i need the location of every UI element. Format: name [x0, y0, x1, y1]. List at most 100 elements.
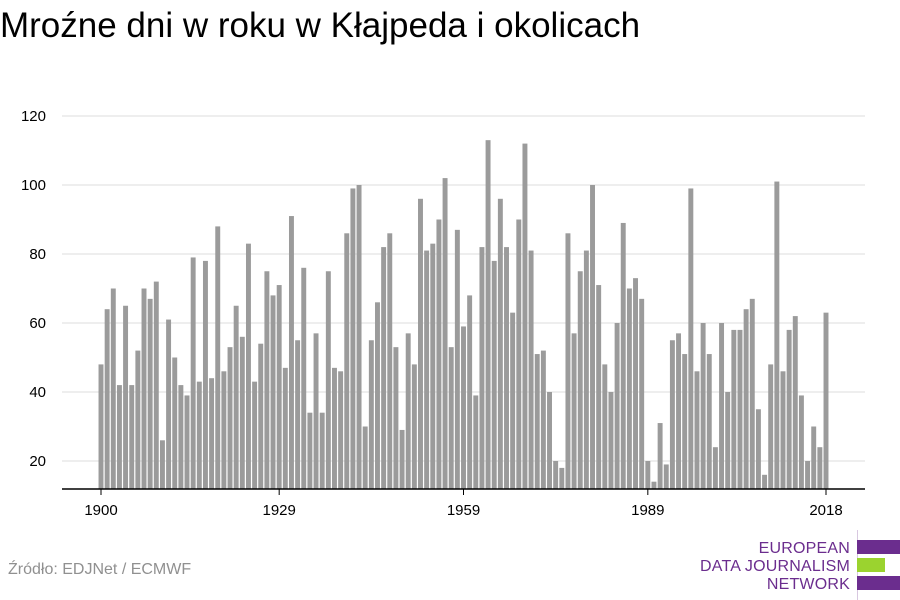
bar-2003[interactable] [731, 329, 737, 489]
bar-1968[interactable] [516, 219, 522, 490]
bar-1991[interactable] [657, 423, 663, 489]
bar-1926[interactable] [258, 343, 264, 489]
bar-1977[interactable] [571, 333, 577, 489]
bar-1971[interactable] [534, 354, 540, 489]
bar-1983[interactable] [608, 392, 614, 489]
bar-1900[interactable] [98, 364, 104, 489]
bar-2008[interactable] [762, 474, 768, 489]
bar-1947[interactable] [387, 233, 393, 489]
bar-1922[interactable] [233, 305, 239, 489]
bar-1945[interactable] [375, 302, 380, 489]
bar-1921[interactable] [227, 347, 233, 489]
bar-1931[interactable] [288, 216, 294, 490]
bar-1998[interactable] [700, 323, 706, 489]
bar-1948[interactable] [393, 347, 399, 489]
bar-1903[interactable] [116, 385, 122, 489]
bar-1965[interactable] [497, 198, 503, 490]
bar-1999[interactable] [706, 354, 712, 489]
bar-1901[interactable] [104, 309, 110, 489]
bar-1912[interactable] [172, 357, 178, 490]
bar-1984[interactable] [614, 323, 620, 489]
bar-2012[interactable] [786, 329, 792, 489]
bar-1975[interactable] [559, 467, 565, 489]
bar-1949[interactable] [399, 429, 405, 489]
bar-1970[interactable] [528, 250, 534, 489]
bar-1937[interactable] [325, 271, 331, 489]
bar-2015[interactable] [805, 461, 811, 489]
bar-1963[interactable] [485, 140, 491, 489]
bar-2014[interactable] [798, 395, 804, 489]
bar-1996[interactable] [688, 188, 694, 489]
bar-1988[interactable] [639, 298, 645, 489]
bar-1939[interactable] [338, 371, 344, 489]
bar-1961[interactable] [473, 395, 479, 489]
bar-2010[interactable] [774, 181, 780, 490]
bar-1932[interactable] [295, 340, 301, 489]
bar-1987[interactable] [633, 278, 638, 489]
bar-1935[interactable] [313, 333, 319, 489]
bar-2006[interactable] [749, 298, 755, 489]
bar-1930[interactable] [282, 367, 288, 489]
bar-1973[interactable] [547, 392, 552, 489]
bar-2004[interactable] [737, 329, 743, 489]
bar-2005[interactable] [743, 309, 749, 489]
bar-1938[interactable] [332, 367, 337, 489]
bar-1919[interactable] [215, 226, 221, 489]
bar-1960[interactable] [467, 295, 473, 489]
bar-1959[interactable] [461, 326, 466, 489]
bar-1914[interactable] [184, 395, 190, 489]
bar-1915[interactable] [190, 257, 196, 489]
bar-1952[interactable] [418, 198, 423, 490]
bar-2000[interactable] [712, 447, 718, 489]
bar-1940[interactable] [344, 233, 350, 489]
bar-1953[interactable] [424, 250, 430, 489]
bar-1985[interactable] [620, 222, 626, 489]
bar-1950[interactable] [405, 333, 411, 489]
bar-1942[interactable] [356, 185, 362, 489]
bar-1907[interactable] [141, 288, 147, 490]
bar-2002[interactable] [725, 392, 731, 489]
bar-1924[interactable] [245, 243, 251, 489]
bar-1997[interactable] [694, 371, 700, 489]
bar-1910[interactable] [159, 440, 165, 489]
bar-1911[interactable] [166, 319, 172, 489]
bar-2011[interactable] [780, 371, 786, 489]
bar-1902[interactable] [110, 288, 116, 490]
bar-2007[interactable] [755, 409, 761, 489]
bar-2009[interactable] [768, 364, 774, 489]
bar-1964[interactable] [491, 260, 497, 489]
bar-2001[interactable] [719, 323, 725, 489]
bar-1917[interactable] [202, 260, 208, 489]
bar-1981[interactable] [596, 285, 602, 489]
bar-1967[interactable] [510, 312, 516, 489]
bar-1904[interactable] [123, 305, 129, 489]
bar-1955[interactable] [436, 219, 442, 490]
bar-1923[interactable] [239, 336, 245, 489]
bar-1994[interactable] [676, 333, 682, 489]
bar-1978[interactable] [577, 271, 583, 489]
bar-1976[interactable] [565, 233, 571, 489]
bar-1920[interactable] [221, 371, 227, 489]
bar-1958[interactable] [454, 229, 460, 489]
bar-1918[interactable] [209, 378, 215, 489]
bar-1944[interactable] [368, 340, 374, 489]
bar-1927[interactable] [264, 271, 270, 489]
bar-1980[interactable] [590, 185, 595, 489]
bar-1990[interactable] [651, 481, 657, 489]
bar-1916[interactable] [196, 381, 202, 489]
bar-1946[interactable] [381, 247, 387, 489]
bar-1974[interactable] [553, 461, 559, 489]
bar-1908[interactable] [147, 298, 153, 489]
bar-1993[interactable] [669, 340, 675, 489]
bar-1906[interactable] [135, 350, 141, 489]
bar-1943[interactable] [362, 426, 368, 490]
bar-1992[interactable] [663, 464, 669, 489]
bar-1913[interactable] [178, 385, 184, 489]
bar-1929[interactable] [276, 285, 282, 489]
bar-1962[interactable] [479, 247, 485, 489]
bar-2017[interactable] [817, 447, 823, 489]
edjnet-logo[interactable]: EUROPEAN DATA JOURNALISM NETWORK [700, 530, 900, 600]
bar-1954[interactable] [430, 243, 436, 489]
bar-1905[interactable] [129, 385, 135, 489]
bar-1909[interactable] [153, 281, 159, 489]
